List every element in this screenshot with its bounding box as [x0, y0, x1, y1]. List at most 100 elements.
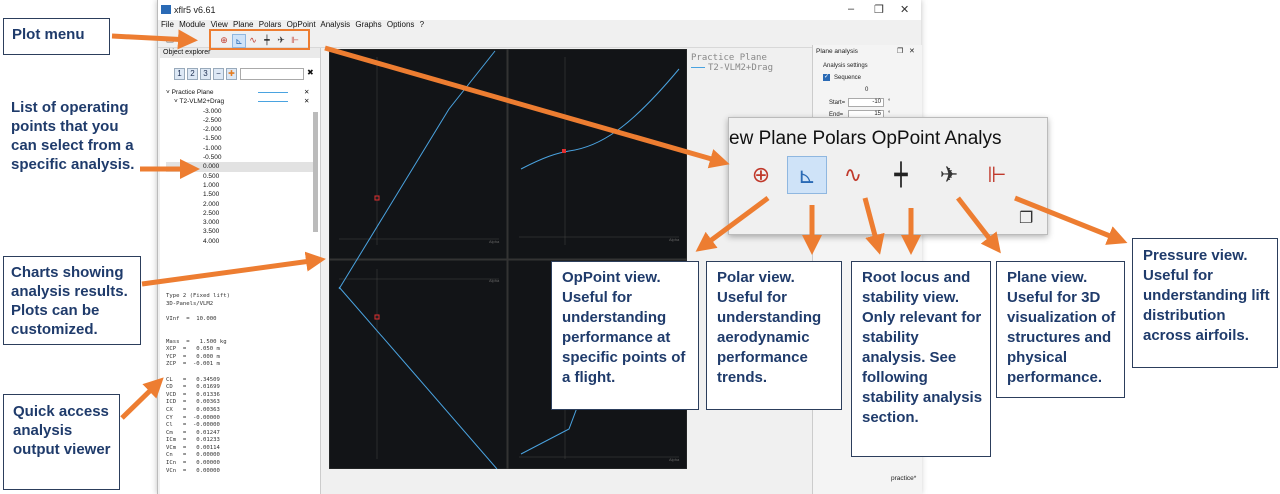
- oppoint-view-icon[interactable]: ⊕: [751, 162, 771, 187]
- close-icon[interactable]: ✕: [900, 4, 910, 16]
- callout-rootlocus: Root locus and stability view. Only rele…: [851, 261, 991, 457]
- window-title: xflr5 v6.61: [174, 5, 216, 15]
- close-panel-icon[interactable]: ✕: [909, 48, 915, 55]
- minimize-icon[interactable]: –: [848, 3, 855, 15]
- start-input[interactable]: -10: [848, 98, 884, 107]
- pressure-view-icon[interactable]: ⊩: [291, 35, 299, 45]
- list-item[interactable]: -3.000: [203, 107, 222, 115]
- list-item[interactable]: -2.500: [203, 116, 222, 124]
- settings-label: Analysis settings: [823, 63, 868, 69]
- expand-button[interactable]: ✚: [226, 68, 237, 80]
- menu-analysis[interactable]: Analysis: [320, 20, 351, 29]
- zero-label: 0: [865, 87, 869, 93]
- plot-menu-highlight: [209, 29, 310, 50]
- delete-polar-icon[interactable]: ✕: [304, 98, 310, 106]
- list-item[interactable]: -1.500: [203, 135, 222, 143]
- zoomed-menu: ew Plane Polars OpPoint Analys: [729, 128, 1002, 149]
- pressure-view-icon[interactable]: ⊩: [987, 162, 1007, 187]
- app-icon: [161, 5, 171, 14]
- oppoint-marker: [562, 149, 566, 153]
- oppoint-marker: [374, 195, 380, 201]
- menu-help[interactable]: ?: [419, 20, 425, 29]
- restore-icon[interactable]: ❐: [1019, 210, 1034, 227]
- legend-title: Practice Plane: [691, 53, 767, 63]
- list-item[interactable]: 3.500: [203, 228, 220, 236]
- x-axis-label: Alpha: [669, 457, 680, 462]
- restore-icon[interactable]: ❐: [874, 4, 884, 16]
- status-text: practice*: [891, 475, 917, 482]
- list-item[interactable]: 0.500: [203, 172, 220, 180]
- arrow-charts: [141, 251, 326, 287]
- list-item[interactable]: 1.500: [203, 191, 220, 199]
- menu-oppoint[interactable]: OpPoint: [286, 20, 316, 29]
- menu-bar: File Module View Plane Polars OpPoint An…: [158, 20, 921, 33]
- callout-charts: Charts showing analysis results. Plots c…: [3, 256, 141, 345]
- arrow-plot-menu: [111, 29, 198, 50]
- list-item[interactable]: -1.000: [203, 144, 222, 152]
- plane-view-icon[interactable]: ✈: [277, 35, 285, 45]
- oppoint-marker: [374, 314, 380, 320]
- filter-input[interactable]: [240, 68, 304, 80]
- root-locus-icon[interactable]: ∿: [843, 162, 863, 187]
- plane-name: Practice Plane: [171, 89, 214, 96]
- menu-options[interactable]: Options: [386, 20, 415, 29]
- arrow-rootlocus: [862, 197, 885, 255]
- tree-plane[interactable]: ˅ Practice Plane ✕: [166, 88, 316, 97]
- menu-file[interactable]: File: [161, 20, 174, 29]
- root-locus-icon[interactable]: ∿: [249, 35, 257, 45]
- clear-filter-icon[interactable]: ✖: [307, 68, 314, 77]
- plot-area: Alpha Alpha Alpha Alpha: [329, 49, 687, 469]
- chevron-down-icon[interactable]: ˅: [174, 98, 178, 106]
- sequence-checkbox[interactable]: ✓: [823, 74, 830, 81]
- callout-pressure: Pressure view. Useful for understanding …: [1132, 238, 1278, 368]
- list-item[interactable]: 2.500: [203, 209, 220, 217]
- list-item[interactable]: -2.000: [203, 126, 222, 134]
- stability-view-icon[interactable]: ┿: [894, 162, 908, 187]
- level-3-button[interactable]: 3: [200, 68, 211, 80]
- callout-oppoint: OpPoint view. Useful for understanding p…: [551, 261, 699, 410]
- callout-plane: Plane view. Useful for 3D visualization …: [996, 261, 1125, 398]
- chevron-down-icon[interactable]: ˅: [166, 89, 170, 96]
- polar-view-icon[interactable]: ⊾: [232, 34, 246, 48]
- collapse-button[interactable]: −: [213, 68, 224, 80]
- list-item[interactable]: 2.000: [203, 200, 220, 208]
- delete-plane-icon[interactable]: ✕: [304, 89, 310, 96]
- object-tree: ˅ Practice Plane ✕ ˅ T2-VLM2+Drag ✕ -3.0…: [166, 88, 316, 288]
- stability-view-icon[interactable]: ┿: [264, 35, 270, 45]
- menu-module[interactable]: Module: [179, 20, 206, 29]
- explorer-header: Object explorer: [160, 48, 320, 58]
- start-unit: °: [888, 99, 891, 105]
- oppoint-view-icon[interactable]: ⊕: [220, 35, 228, 45]
- list-item[interactable]: -0.500: [203, 154, 222, 162]
- list-item[interactable]: 3.000: [203, 219, 220, 227]
- legend-entry: T2-VLM2+Drag: [691, 63, 773, 73]
- pane-cl-alpha[interactable]: [329, 49, 508, 260]
- oppoint-list: -3.000 -2.500 -2.000 -1.500 -1.000 -0.50…: [166, 107, 316, 246]
- pane-cl-cd[interactable]: [507, 49, 687, 260]
- cm-alpha-curve: [338, 286, 498, 469]
- arrow-oppoint: [695, 195, 770, 252]
- plane-view-icon[interactable]: ✈: [939, 162, 959, 187]
- menu-polars[interactable]: Polars: [258, 20, 282, 29]
- menu-view[interactable]: View: [210, 20, 228, 29]
- tree-scrollbar[interactable]: [313, 112, 318, 232]
- x-axis-label: Alpha: [669, 237, 680, 242]
- start-label: Start=: [829, 100, 846, 106]
- level-2-button[interactable]: 2: [187, 68, 198, 80]
- title-bar: xflr5 v6.61 – ❐ ✕: [158, 0, 921, 20]
- list-item[interactable]: 4.000: [203, 237, 220, 245]
- polar-view-icon[interactable]: ⊾: [787, 156, 827, 194]
- analysis-output: Type 2 (Fixed lift) 3D-Panels/VLM2 VInf …: [166, 293, 230, 474]
- polar-line-style: [258, 101, 288, 103]
- pane-cm-alpha[interactable]: [329, 259, 508, 469]
- menu-plane[interactable]: Plane: [233, 20, 254, 29]
- legend-series: T2-VLM2+Drag: [708, 63, 774, 73]
- list-item[interactable]: 1.000: [203, 181, 220, 189]
- level-1-button[interactable]: 1: [174, 68, 185, 80]
- menu-graphs[interactable]: Graphs: [355, 20, 382, 29]
- list-item[interactable]: 0.000: [166, 162, 316, 172]
- end-unit: °: [888, 111, 891, 117]
- tree-polar[interactable]: ˅ T2-VLM2+Drag ✕: [166, 97, 316, 106]
- float-panel-icon[interactable]: ❐: [897, 48, 904, 55]
